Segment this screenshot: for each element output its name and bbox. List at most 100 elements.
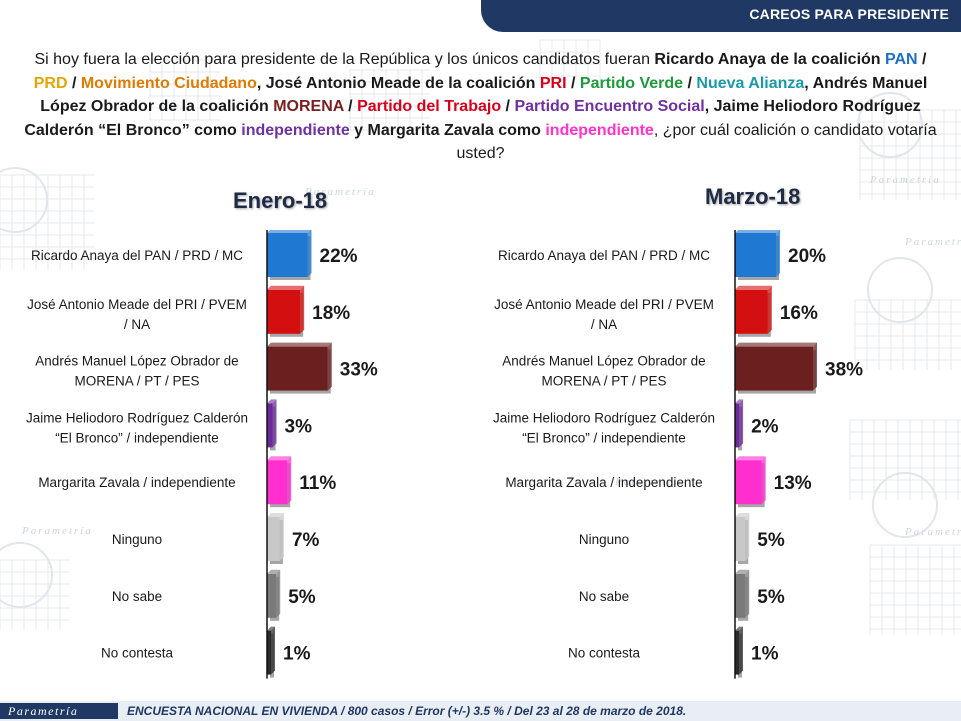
bar-top	[267, 342, 332, 347]
category-label: Andrés Manuel López Obrador de MORENA / P…	[35, 354, 238, 389]
bar	[735, 460, 762, 505]
footer-band	[0, 701, 961, 721]
category-label-line: No contesta	[568, 646, 641, 661]
bg-grid-panel	[859, 109, 961, 200]
bar-top	[267, 285, 305, 290]
bar-row-5: 7% Ninguno	[112, 513, 320, 564]
question-segment: /	[566, 74, 580, 92]
category-label-line: / NA	[124, 317, 150, 332]
question-segment: /	[501, 98, 515, 115]
question-segment: Partido Encuentro Social	[514, 98, 705, 115]
bar-value-label: 16%	[780, 303, 818, 324]
bar	[267, 517, 280, 561]
bar-value-label: 7%	[292, 530, 320, 551]
category-label: José Antonio Meade del PRI / PVEM / NA	[494, 297, 714, 332]
question-segment: /	[67, 74, 81, 92]
bar-side	[739, 626, 743, 675]
bar-side	[767, 285, 772, 334]
bg-grid-panel	[149, 59, 220, 121]
bar-side	[279, 513, 284, 561]
bar-top	[735, 342, 817, 347]
category-label: Jaime Heliodoro Rodríguez Calderón “El Br…	[493, 410, 715, 445]
bar-top	[267, 513, 284, 517]
category-label-line: No sabe	[112, 589, 162, 604]
question-segment: PRD	[33, 74, 68, 92]
question-segment: Partido Verde	[579, 74, 684, 92]
bar-value-label: 3%	[285, 416, 313, 437]
footer-logo-text: Parametría	[8, 704, 79, 718]
question-segment: PAN	[885, 51, 918, 68]
bg-grid-panel	[539, 39, 601, 80]
category-label: No contesta	[101, 646, 174, 661]
bar	[735, 403, 740, 448]
question-segment: , José Antonio Meade de la coalición	[256, 74, 540, 92]
bar-side	[300, 285, 305, 334]
bar	[735, 517, 746, 561]
question-segment: Si hoy fuera la elección para presidente…	[34, 51, 655, 68]
chart-title-marzo: Marzo-18	[705, 184, 801, 209]
bg-circle	[0, 542, 53, 608]
bar-row-2: 33% Andrés Manuel López Obrador de MORENA …	[35, 342, 378, 394]
survey-question: Si hoy fuera la elección para presidente…	[20, 48, 941, 166]
question-segment: Partido del Trabajo	[357, 98, 502, 115]
bar-row-7: 1% No contesta	[568, 626, 779, 678]
category-label: Margarita Zavala / independiente	[38, 475, 235, 490]
bar-side	[745, 513, 750, 561]
bar-side	[739, 399, 744, 448]
category-label: No contesta	[568, 646, 641, 661]
question-segment: y Margarita Zavala como	[349, 121, 546, 139]
category-label-line: Jaime Heliodoro Rodríguez Calderón	[493, 410, 715, 425]
category-label-line: No contesta	[101, 646, 174, 661]
question-segment: /	[683, 74, 697, 92]
footer-note: ENCUESTA NACIONAL EN VIVIENDA / 800 caso…	[127, 704, 687, 718]
footer-logo: Parametría	[0, 703, 118, 719]
bar-side	[813, 342, 817, 391]
bg-circle	[0, 167, 48, 233]
category-label: Ricardo Anaya del PAN / PRD / MC	[31, 248, 243, 263]
bar-top	[735, 285, 772, 290]
bar-side	[272, 399, 277, 448]
bar-value-label: 5%	[757, 530, 785, 551]
bar	[267, 233, 308, 277]
category-label: Margarita Zavala / independiente	[505, 475, 702, 490]
bar-row-0: 22% Ricardo Anaya del PAN / PRD / MC	[31, 230, 358, 280]
bg-grid-panel	[854, 299, 961, 370]
bar-side	[271, 626, 275, 675]
bar-row-3: 3% Jaime Heliodoro Rodríguez Calderón “El …	[26, 399, 313, 451]
question-segment: /	[343, 98, 358, 115]
bar-side	[776, 230, 781, 277]
question-segment: , Andrés Manuel López Obrador de la coal…	[40, 74, 928, 116]
category-label-line: José Antonio Meade del PRI / PVEM	[27, 297, 247, 312]
bar-row-6: 5% No sabe	[579, 569, 785, 621]
watermark-text: Parametría	[614, 476, 686, 488]
bar	[735, 573, 746, 618]
category-label-line: José Antonio Meade del PRI / PVEM	[494, 297, 714, 312]
bar-value-label: 33%	[340, 360, 378, 381]
question-segment: MORENA	[273, 98, 344, 115]
bg-circle	[867, 257, 933, 323]
bar	[735, 346, 813, 391]
question-segment: Nueva Alianza	[696, 74, 805, 92]
category-label-line: “El Bronco” / independiente	[55, 430, 219, 445]
bar-value-label: 5%	[757, 587, 785, 608]
bar	[267, 346, 328, 391]
bar	[267, 630, 271, 675]
watermark-text: Parametría	[904, 526, 961, 538]
bar-value-label: 1%	[283, 644, 311, 665]
category-label-line: Margarita Zavala / independiente	[505, 475, 702, 490]
bar-chart-enero: 22% Ricardo Anaya del PAN / PRD / MC 18% Jo…	[26, 230, 378, 679]
category-label: Jaime Heliodoro Rodríguez Calderón “El Br…	[26, 410, 248, 445]
bar-row-2: 38% Andrés Manuel López Obrador de MORENA …	[502, 342, 863, 394]
category-label-line: MORENA / PT / PES	[74, 374, 199, 389]
category-label: No sabe	[579, 589, 629, 604]
bar-chart-marzo: 20% Ricardo Anaya del PAN / PRD / MC 16% Jo…	[493, 230, 863, 679]
bg-grid-panel	[869, 544, 961, 635]
category-label-line: MORENA / PT / PES	[541, 374, 666, 389]
bar-side	[276, 569, 281, 618]
question-segment: /	[917, 51, 927, 68]
bar-top	[735, 230, 780, 233]
category-label-line: Margarita Zavala / independiente	[38, 475, 235, 490]
bar-value-label: 20%	[788, 246, 826, 267]
category-label: Ninguno	[579, 532, 629, 547]
bar-value-label: 22%	[320, 246, 358, 267]
